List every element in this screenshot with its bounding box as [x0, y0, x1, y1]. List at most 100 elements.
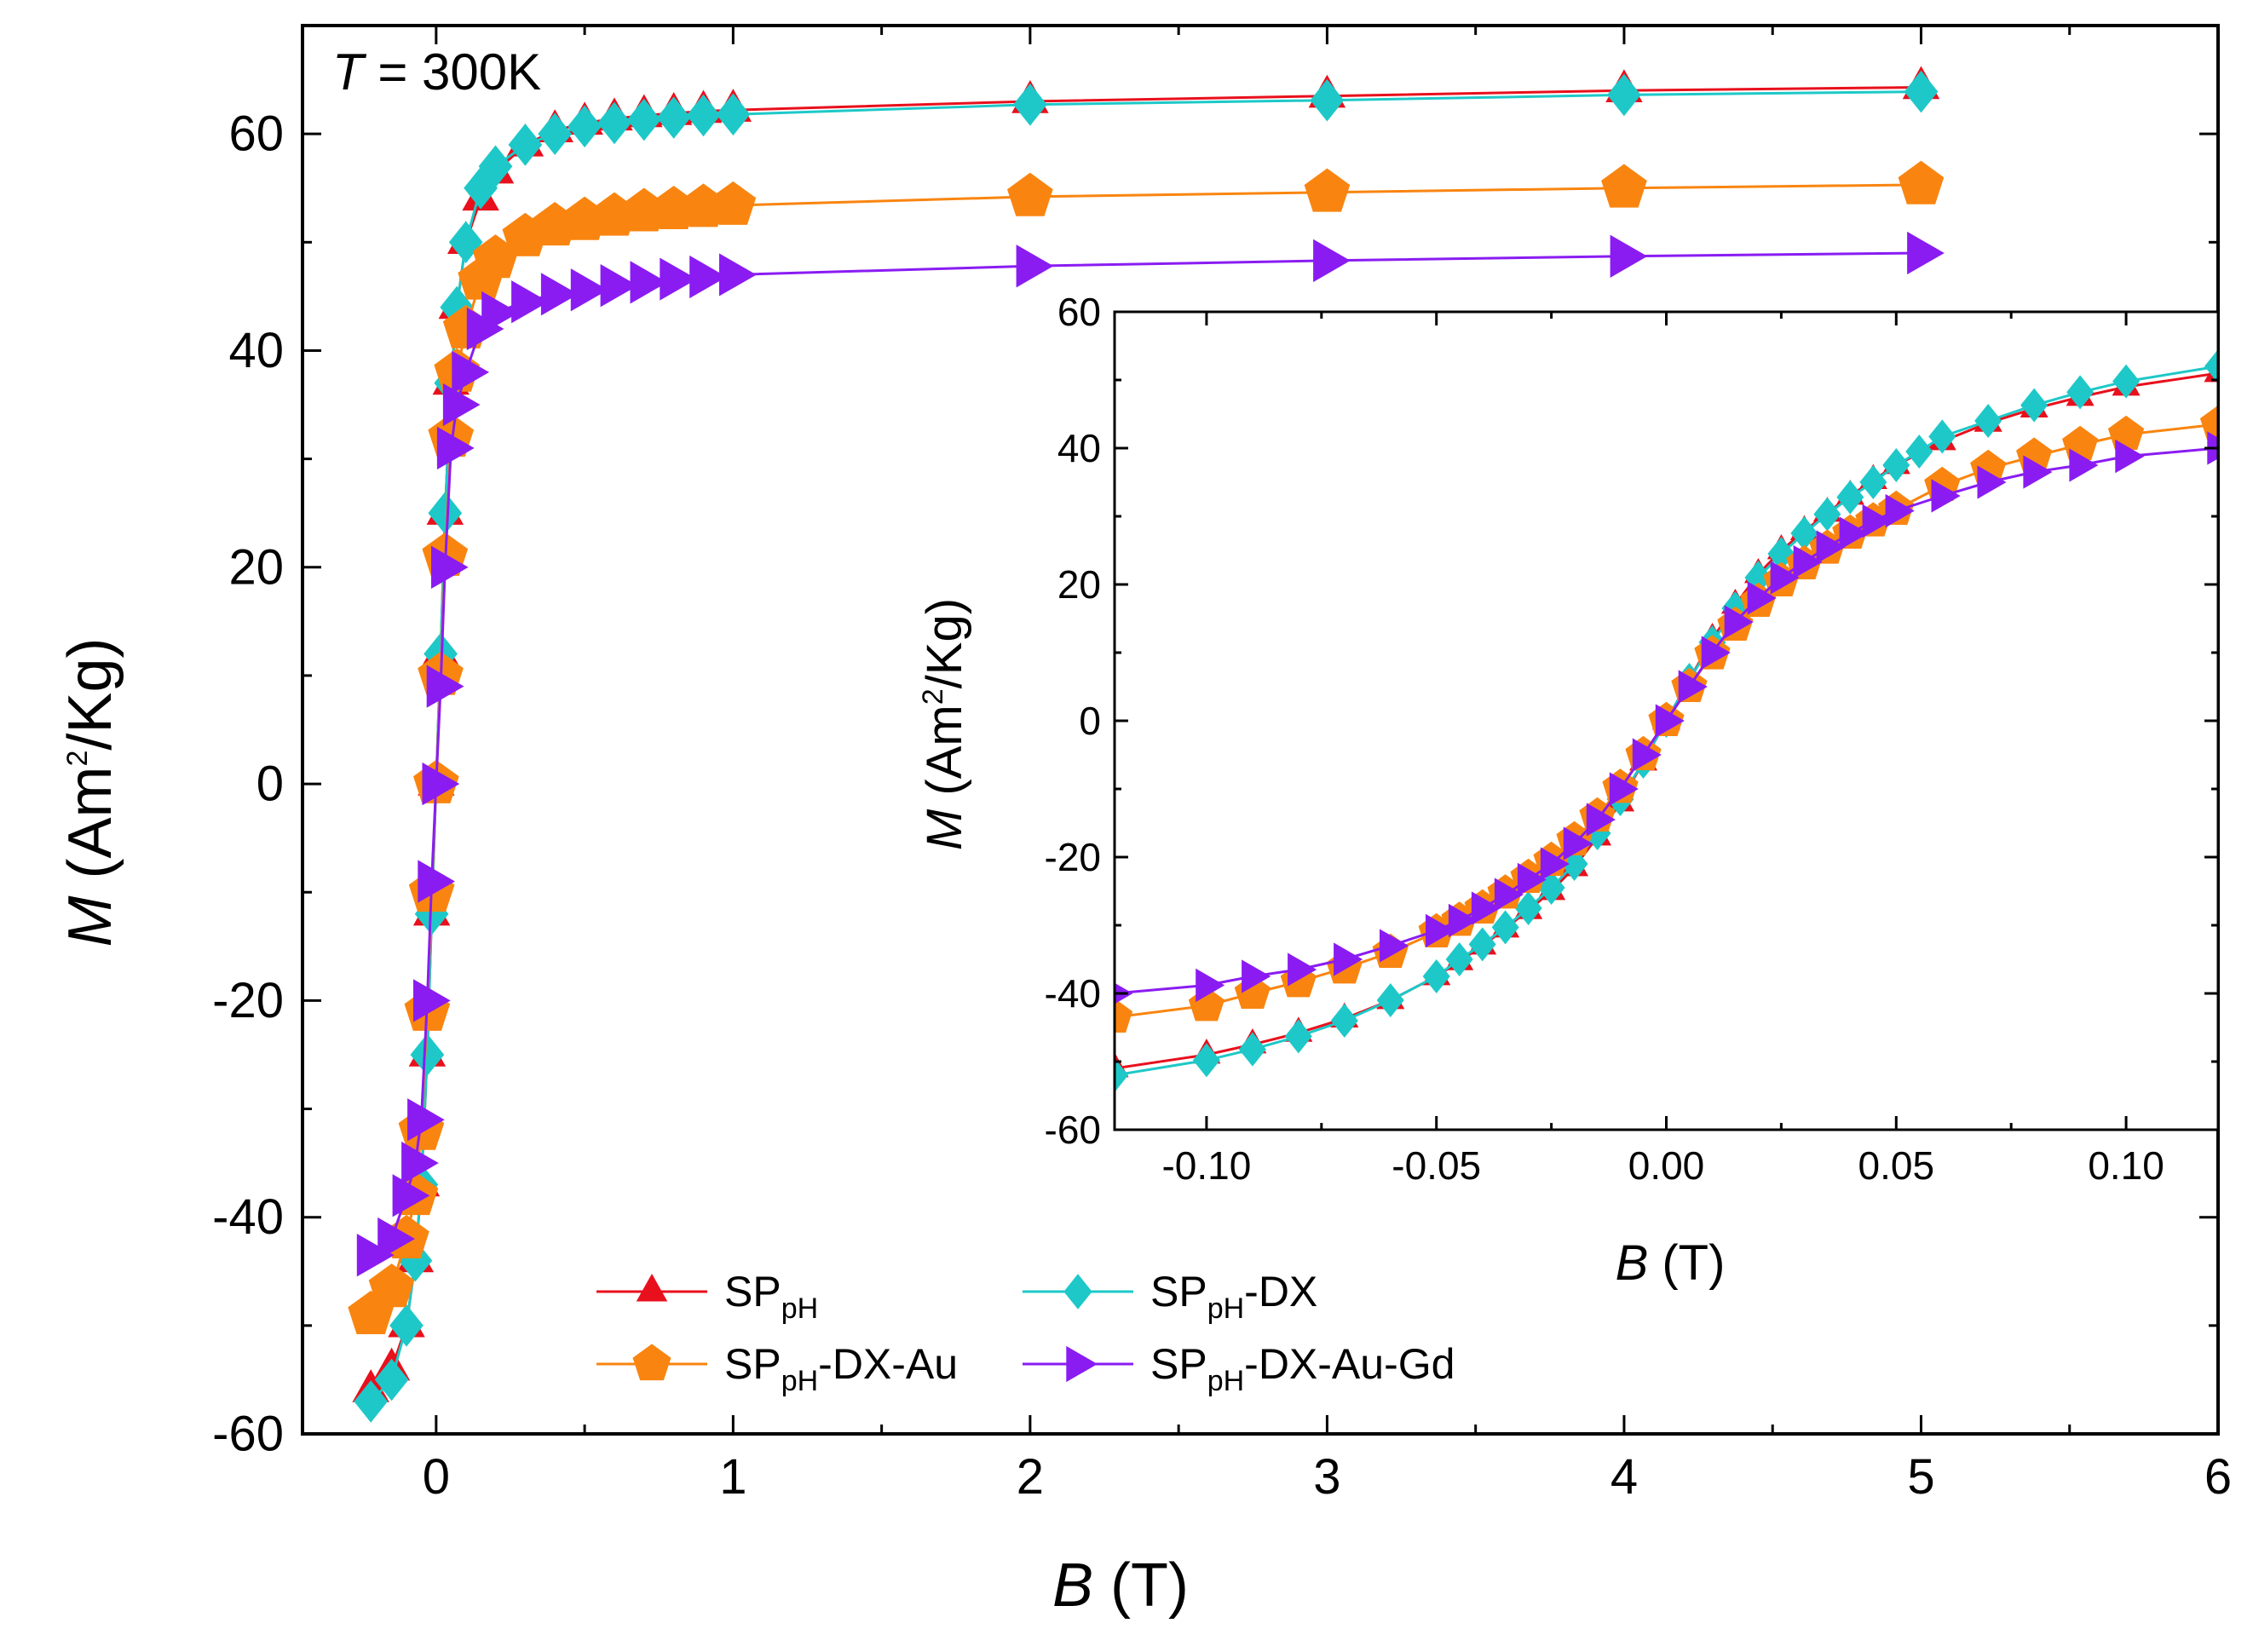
data-point	[407, 1098, 445, 1142]
series-SPpH-DX-Au-Gd	[356, 231, 1945, 1277]
data-point	[1586, 803, 1616, 837]
y-tick-label: 0	[256, 757, 284, 812]
data-point	[1334, 942, 1363, 976]
data-point	[2020, 388, 2048, 423]
data-point	[630, 261, 668, 304]
x-tick-label: 2	[1017, 1449, 1044, 1505]
data-point	[392, 1174, 430, 1217]
data-point	[1242, 959, 1271, 993]
data-point	[540, 273, 579, 316]
data-point	[1196, 968, 1225, 1003]
data-point	[410, 1033, 445, 1076]
x-tick-label: 0.00	[1628, 1143, 1705, 1188]
data-point	[689, 255, 727, 299]
y-tick-label: 60	[228, 106, 284, 162]
legend-marker	[632, 1344, 671, 1381]
data-point	[1013, 83, 1047, 126]
data-point	[374, 1358, 409, 1402]
x-tick-label: 0.05	[1858, 1143, 1935, 1188]
data-point	[431, 545, 469, 589]
data-point	[660, 257, 698, 301]
inset-plot: -0.10 -0.05 0.00 0.05 0.10 -60 -40 -20 0 20 40 60 B…	[917, 290, 2220, 1291]
data-point	[1609, 772, 1639, 806]
data-point	[448, 221, 483, 264]
data-point	[2199, 405, 2218, 440]
data-point	[1701, 636, 1731, 670]
legend-label: SPpH-DX-Au	[724, 1340, 958, 1397]
inset-x-axis-title: B (T)	[1616, 1235, 1726, 1291]
data-point	[1540, 847, 1570, 881]
data-point	[1284, 1019, 1312, 1054]
data-point	[426, 665, 464, 708]
inset-series-layer	[1115, 349, 2218, 1092]
y-tick-label: -40	[212, 1189, 284, 1245]
data-point	[597, 101, 631, 145]
data-point	[1793, 544, 1823, 579]
data-point	[1601, 164, 1647, 208]
x-tick-label: 5	[1907, 1449, 1934, 1505]
y-tick-label: 40	[228, 323, 284, 378]
y-tick-label: 40	[1057, 426, 1101, 470]
data-point	[1859, 464, 1887, 500]
legend-marker	[1066, 1345, 1098, 1383]
data-point	[377, 1217, 416, 1261]
data-point	[1885, 493, 1915, 528]
data-point	[1448, 903, 1478, 938]
x-tick-label: 0	[423, 1449, 450, 1505]
y-tick-label: 20	[1057, 562, 1101, 607]
data-point	[1747, 581, 1777, 615]
data-point	[1905, 434, 1933, 469]
data-point	[1007, 172, 1053, 216]
data-point	[401, 1141, 439, 1185]
data-point	[354, 1380, 389, 1423]
data-point	[1928, 419, 1956, 454]
legend: SPpH SPpH-DX SPpH-DX-Au SPpH-DX-Au-Gd	[596, 1268, 1455, 1397]
y-tick-label: -60	[212, 1407, 284, 1462]
data-point	[1907, 231, 1945, 275]
x-tick-label: 1	[719, 1449, 746, 1505]
data-point	[2115, 439, 2145, 474]
data-point	[538, 112, 573, 156]
data-point	[478, 145, 513, 188]
inset-y-axis-title: M (Am2/Kg)	[917, 598, 972, 850]
data-point	[656, 96, 691, 139]
legend-entry-sp-ph-dx-au: SPpH-DX-Au	[596, 1340, 958, 1397]
data-point	[1724, 605, 1754, 639]
data-point	[2023, 455, 2053, 489]
data-point	[442, 383, 481, 427]
data-point	[570, 268, 608, 312]
data-point	[1514, 890, 1542, 926]
legend-marker-pentagon-icon	[632, 1344, 671, 1381]
x-tick-label: 0.10	[2088, 1143, 2164, 1188]
x-tick-label: 3	[1313, 1449, 1340, 1505]
data-point	[511, 280, 549, 324]
main-x-axis-title: B (T)	[1052, 1551, 1189, 1620]
data-point	[1836, 480, 1864, 515]
data-point	[1426, 913, 1455, 948]
legend-label: SPpH-DX-Au-Gd	[1150, 1340, 1455, 1397]
data-point	[1192, 1043, 1220, 1078]
data-point	[1770, 561, 1800, 595]
data-point	[716, 93, 751, 136]
main-series-layer	[348, 66, 1945, 1423]
y-tick-label: -60	[1045, 1108, 1101, 1152]
data-point	[356, 1234, 395, 1277]
legend-label: SPpH-DX	[1150, 1268, 1317, 1325]
data-point	[1288, 953, 1317, 987]
data-point	[389, 1304, 424, 1347]
data-point	[481, 291, 519, 335]
main-y-axis-title: M (Am2/Kg)	[56, 638, 124, 947]
data-point	[1816, 530, 1846, 564]
data-point	[508, 124, 543, 166]
data-point	[1862, 504, 1892, 538]
y-tick-label: -40	[1045, 971, 1101, 1016]
x-tick-label: -0.05	[1392, 1143, 1481, 1188]
data-point	[2069, 448, 2099, 482]
legend-entry-sp-ph: SPpH	[596, 1268, 818, 1325]
data-point	[1445, 941, 1473, 977]
data-point	[1468, 927, 1496, 962]
legend-marker-triangle-right-icon	[1066, 1345, 1098, 1383]
legend-marker-diamond-icon	[1063, 1274, 1092, 1310]
y-tick-label: -20	[1045, 835, 1101, 879]
